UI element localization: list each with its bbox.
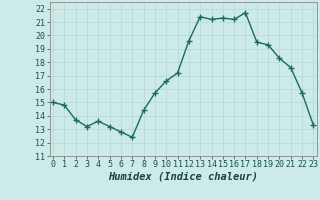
X-axis label: Humidex (Indice chaleur): Humidex (Indice chaleur) — [108, 172, 258, 182]
